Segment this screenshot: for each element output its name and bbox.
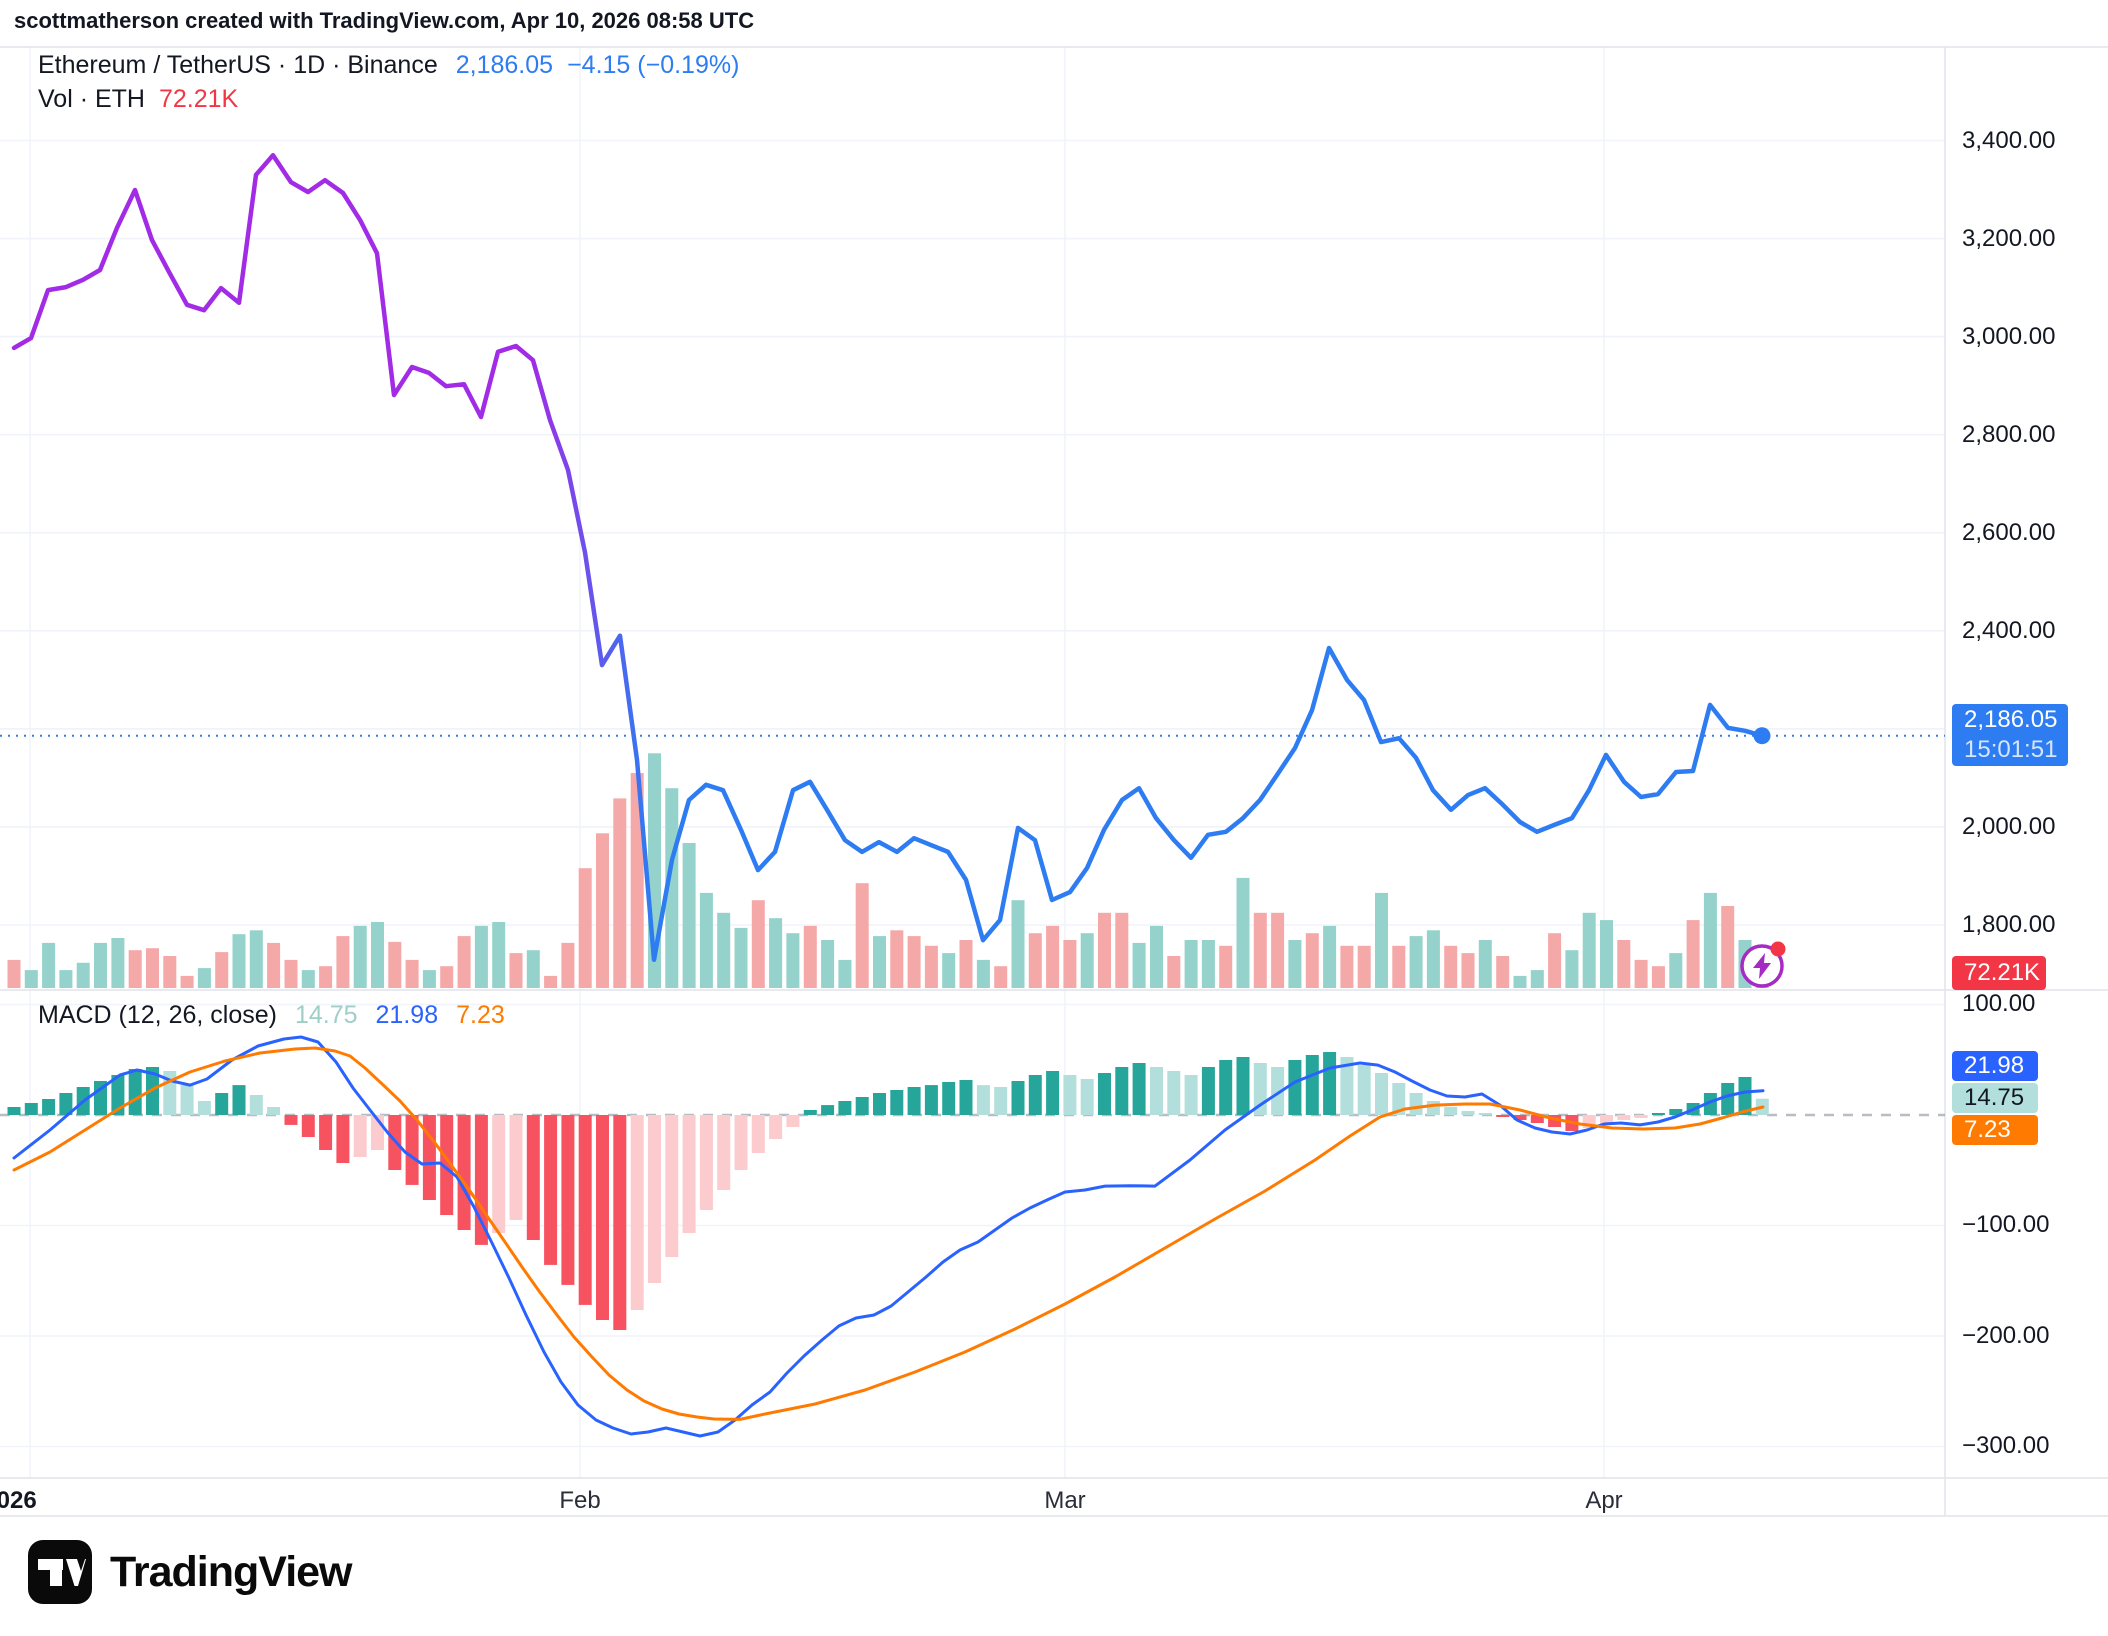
macd-hist-value-badge: 14.75 <box>1952 1083 2038 1113</box>
price-axis-label: 2,400.00 <box>1962 617 2056 644</box>
macd-value-badge: 21.98 <box>1952 1051 2038 1081</box>
price-axis-label: 3,000.00 <box>1962 323 2056 350</box>
countdown-timer: 15:01:51 <box>1964 736 2058 763</box>
macd-hist-legend-value: 14.75 <box>294 1001 358 1029</box>
macd-signal-legend-value: 7.23 <box>456 1001 505 1029</box>
price-axis-label: −200.00 <box>1962 1322 2050 1349</box>
legend-price-change: −4.15 (−0.19%) <box>567 51 740 79</box>
symbol-legend[interactable]: Ethereum / TetherUS · 1D · Binance 2,186.… <box>38 51 739 80</box>
time-axis-label: Mar <box>1044 1487 1086 1514</box>
symbol-title: Ethereum / TetherUS · 1D · Binance <box>38 51 438 79</box>
macd-legend-title: MACD (12, 26, close) <box>38 1001 277 1029</box>
time-axis-label: Feb <box>559 1487 601 1514</box>
price-axis-label: −300.00 <box>1962 1432 2050 1459</box>
attribution-text: scottmatherson created with TradingView.… <box>14 8 755 33</box>
price-axis-label: 100.00 <box>1962 990 2036 1017</box>
time-axis-label: 2026 <box>0 1487 37 1514</box>
volume-value-badge: 72.21K <box>1952 956 2046 990</box>
price-axis-label: 3,400.00 <box>1962 127 2056 154</box>
volume-legend[interactable]: Vol · ETH 72.21K <box>38 85 238 114</box>
time-axis-label: Apr <box>1585 1487 1623 1514</box>
last-price-badge: 2,186.05 15:01:51 <box>1952 704 2068 766</box>
volume-legend-label: Vol · ETH <box>38 85 145 113</box>
price-axis-label: 1,800.00 <box>1962 911 2056 938</box>
price-axis-label: 2,800.00 <box>1962 421 2056 448</box>
last-price-dot <box>1753 727 1771 745</box>
price-axis-label: −100.00 <box>1962 1211 2050 1238</box>
price-scale-background <box>1946 47 2108 1516</box>
tradingview-logo[interactable]: TradingView <box>28 1540 352 1604</box>
price-axis-label: 2,000.00 <box>1962 813 2056 840</box>
last-price-value: 2,186.05 <box>1964 706 2058 733</box>
price-axis-label: 2,600.00 <box>1962 519 2056 546</box>
tradingview-logo-icon <box>28 1540 92 1604</box>
lightning-icon[interactable] <box>1740 941 1786 988</box>
tradingview-logo-text: TradingView <box>110 1547 352 1596</box>
macd-line-legend-value: 21.98 <box>375 1001 439 1029</box>
macd-signal-value-badge: 7.23 <box>1952 1115 2038 1145</box>
volume-legend-value: 72.21K <box>158 85 239 113</box>
legend-price-value: 2,186.05 <box>455 51 554 79</box>
macd-legend[interactable]: MACD (12, 26, close) 14.75 21.98 7.23 <box>38 1001 505 1030</box>
price-axis-label: 3,200.00 <box>1962 225 2056 252</box>
